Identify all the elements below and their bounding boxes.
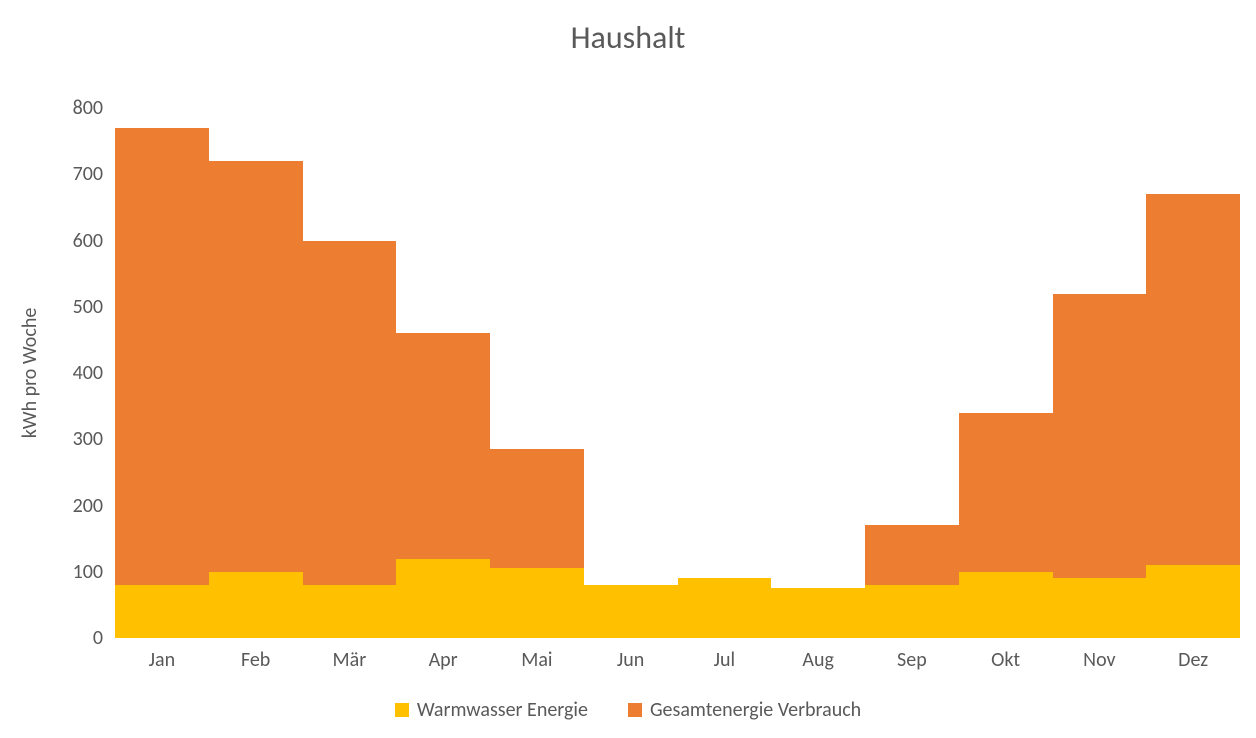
legend: Warmwasser Energie Gesamtenergie Verbrauc… xyxy=(0,698,1256,723)
legend-label: Gesamtenergie Verbrauch xyxy=(650,698,861,722)
bar-warmwasser-energie-sep xyxy=(865,585,959,638)
x-tick-nov: Nov xyxy=(1083,648,1115,672)
plot-area xyxy=(115,108,1240,638)
bar-warmwasser-energie-mai xyxy=(490,568,584,638)
x-tick-jul: Jul xyxy=(714,648,735,672)
x-tick-jan: Jan xyxy=(149,648,175,672)
bar-warmwasser-energie-apr xyxy=(396,559,490,639)
bar-warmwasser-energie-okt xyxy=(959,572,1053,638)
bar-gesamtenergie-verbrauch-nov xyxy=(1053,294,1147,579)
bar-warmwasser-energie-jan xyxy=(115,585,209,638)
x-tick-okt: Okt xyxy=(991,648,1020,672)
y-tick-0: 0 xyxy=(0,626,103,650)
bar-warmwasser-energie-aug xyxy=(771,588,865,638)
x-tick-jun: Jun xyxy=(617,648,644,672)
y-tick-100: 100 xyxy=(0,560,103,584)
y-tick-400: 400 xyxy=(0,361,103,385)
bar-warmwasser-energie-feb xyxy=(209,572,303,638)
bar-gesamtenergie-verbrauch-mai xyxy=(490,449,584,568)
bar-gesamtenergie-verbrauch-feb xyxy=(209,161,303,572)
x-tick-apr: Apr xyxy=(429,648,458,672)
x-tick-dez: Dez xyxy=(1178,648,1208,672)
y-tick-800: 800 xyxy=(0,96,103,120)
chart-root: Haushalt kWh pro Woche 01002003004005006… xyxy=(0,0,1256,738)
bar-gesamtenergie-verbrauch-sep xyxy=(865,525,959,585)
x-tick-mai: Mai xyxy=(521,648,552,672)
y-tick-200: 200 xyxy=(0,494,103,518)
bar-gesamtenergie-verbrauch-dez xyxy=(1146,194,1240,565)
bar-warmwasser-energie-jun xyxy=(584,585,678,638)
x-tick-aug: Aug xyxy=(802,648,834,672)
bar-warmwasser-energie-nov xyxy=(1053,578,1147,638)
chart-title: Haushalt xyxy=(0,18,1256,57)
bar-warmwasser-energie-jul xyxy=(678,578,772,638)
legend-swatch-icon xyxy=(395,703,409,717)
legend-item-gesamtenergie-verbrauch: Gesamtenergie Verbrauch xyxy=(628,698,861,722)
bar-warmwasser-energie-mär xyxy=(303,585,397,638)
bar-gesamtenergie-verbrauch-jan xyxy=(115,128,209,585)
bar-warmwasser-energie-dez xyxy=(1146,565,1240,638)
bar-gesamtenergie-verbrauch-okt xyxy=(959,413,1053,572)
legend-swatch-icon xyxy=(628,703,642,717)
legend-item-warmwasser-energie: Warmwasser Energie xyxy=(395,698,588,722)
bar-gesamtenergie-verbrauch-apr xyxy=(396,333,490,558)
y-tick-600: 600 xyxy=(0,229,103,253)
x-tick-mär: Mär xyxy=(333,648,367,672)
x-tick-feb: Feb xyxy=(241,648,270,672)
bar-gesamtenergie-verbrauch-mär xyxy=(303,241,397,586)
x-tick-sep: Sep xyxy=(897,648,927,672)
y-tick-700: 700 xyxy=(0,162,103,186)
legend-label: Warmwasser Energie xyxy=(417,698,588,722)
y-tick-500: 500 xyxy=(0,295,103,319)
y-tick-300: 300 xyxy=(0,427,103,451)
